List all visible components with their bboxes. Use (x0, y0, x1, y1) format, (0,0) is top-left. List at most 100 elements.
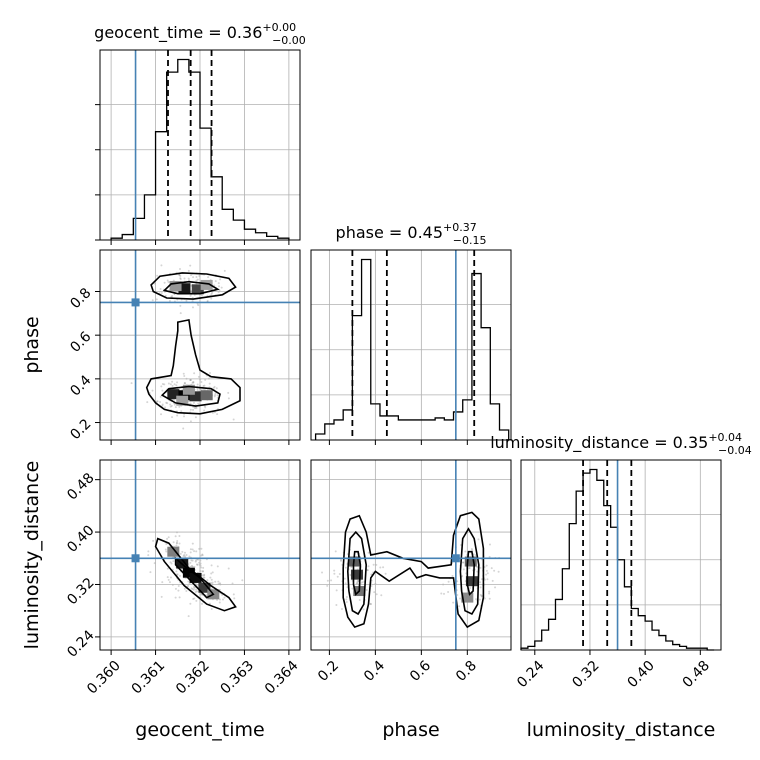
sample-point (483, 578, 486, 581)
sample-point (223, 596, 226, 599)
panel-frame (520, 459, 722, 651)
sample-point (189, 408, 192, 411)
sample-point (179, 278, 182, 281)
sample-point (191, 542, 194, 545)
sample-point (214, 392, 217, 395)
sample-point (193, 407, 196, 410)
x-tick-label: 0.363 (218, 658, 258, 698)
title-text: phase = 0.45 (336, 223, 443, 242)
sample-point (196, 563, 199, 566)
x-axis-label-phase: phase (382, 719, 439, 741)
sample-point (177, 584, 180, 587)
title-plus: +0.00 (262, 21, 296, 34)
contour-line (352, 550, 362, 596)
sample-point (166, 402, 169, 405)
sample-point (178, 273, 181, 276)
sample-point (218, 289, 221, 292)
sample-point (339, 559, 342, 562)
title-plus: +0.04 (708, 431, 742, 444)
sample-point (211, 581, 214, 584)
sample-point (227, 397, 230, 400)
sample-point (174, 406, 177, 409)
sample-point (190, 587, 193, 590)
sample-point (173, 398, 176, 401)
sample-point (367, 565, 370, 568)
sample-point (195, 407, 198, 410)
sample-point (190, 274, 193, 277)
x-tick-label: 0.40 (625, 658, 658, 691)
sample-point (200, 388, 203, 391)
sample-point (326, 579, 329, 582)
sample-point (486, 578, 489, 581)
sample-point (494, 586, 497, 589)
sample-point (486, 572, 489, 575)
sample-point (164, 548, 167, 551)
sample-point (195, 275, 198, 278)
density-cell (461, 592, 474, 603)
x-tick-label: 0.2 (315, 658, 342, 685)
sample-point (207, 276, 210, 279)
sample-point (178, 405, 181, 408)
sample-point (163, 281, 166, 284)
truth-marker (131, 298, 140, 307)
sample-point (200, 554, 203, 557)
sample-point (191, 306, 194, 309)
panel-frame (310, 249, 512, 441)
sample-point (461, 574, 464, 577)
sample-point (166, 567, 169, 570)
sample-point (179, 275, 182, 278)
sample-point (477, 538, 480, 541)
sample-point (362, 608, 365, 611)
x-axis-label-geocent_time: geocent_time (135, 719, 264, 741)
sample-point (187, 277, 190, 280)
x-tick-label: 0.24 (514, 658, 547, 691)
sample-point (170, 404, 173, 407)
sample-point (451, 574, 454, 577)
y-tick-label: 0.40 (64, 522, 97, 555)
sample-point (174, 587, 177, 590)
sample-point (152, 539, 155, 542)
sample-point (183, 382, 186, 385)
sample-point (170, 295, 173, 298)
sample-point (208, 372, 211, 375)
sample-point (189, 551, 192, 554)
sample-point (210, 578, 213, 581)
sample-point (193, 550, 196, 553)
sample-point (185, 554, 188, 557)
sample-point (151, 389, 154, 392)
sample-point (190, 565, 193, 568)
sample-point (206, 579, 209, 582)
sample-point (167, 281, 170, 284)
histogram-luminosity_distance (520, 468, 715, 651)
sample-point (204, 378, 207, 381)
sample-point (147, 550, 150, 553)
sample-point (155, 400, 158, 403)
sample-point (192, 588, 195, 591)
sample-point (171, 294, 174, 297)
sample-point (349, 573, 352, 576)
density-cell (198, 582, 211, 593)
truth-marker (451, 554, 460, 563)
sample-point (197, 558, 200, 561)
sample-point (356, 580, 359, 583)
x-axis-label-luminosity_distance: luminosity_distance (527, 719, 716, 741)
x-tick-label: 0.6 (407, 658, 434, 685)
sample-point (193, 585, 196, 588)
sample-point (160, 264, 163, 267)
sample-point (176, 381, 179, 384)
title-minus: −0.04 (718, 444, 752, 457)
sample-point (216, 413, 219, 416)
sample-point (379, 566, 382, 569)
sample-point (203, 409, 206, 412)
sample-point (369, 602, 372, 605)
sample-point (178, 273, 181, 276)
sample-point (191, 564, 194, 567)
sample-point (194, 416, 197, 419)
sample-point (478, 598, 481, 601)
sample-point (480, 578, 483, 581)
sample-point (375, 593, 378, 596)
sample-point (214, 393, 217, 396)
y-tick-label: 0.2 (67, 416, 94, 443)
sample-point (191, 548, 194, 551)
